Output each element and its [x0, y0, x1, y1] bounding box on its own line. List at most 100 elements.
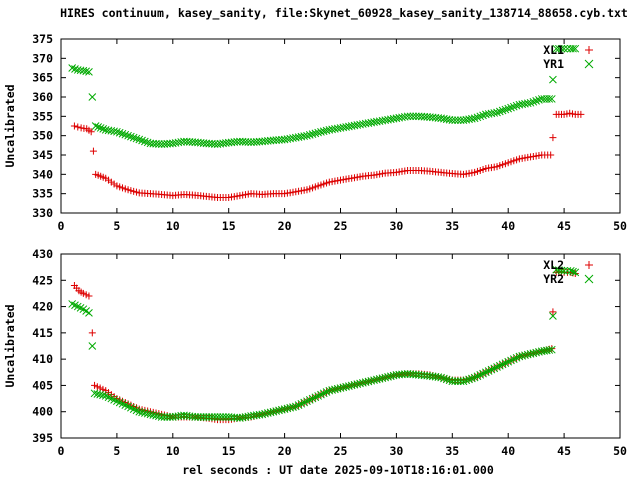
data-point [468, 114, 476, 123]
data-point [303, 131, 311, 140]
data-point [210, 413, 219, 421]
data-point [308, 130, 317, 138]
data-point [177, 411, 186, 420]
data-point [462, 376, 471, 385]
data-point [210, 140, 219, 148]
data-point [529, 97, 538, 106]
legend-label: XL1 [543, 43, 564, 57]
data-point [85, 309, 93, 317]
data-point [547, 345, 556, 354]
data-point [88, 329, 96, 337]
data-point [440, 374, 448, 383]
data-point [470, 114, 479, 123]
data-point [219, 413, 227, 421]
x-tick-label: 0 [58, 444, 65, 458]
data-point [132, 134, 141, 143]
data-point [88, 93, 97, 101]
data-point [199, 413, 208, 421]
legend-marker [584, 274, 594, 284]
x-tick-label: 10 [166, 219, 180, 233]
data-point [194, 413, 202, 421]
data-point [479, 111, 487, 120]
data-point [473, 113, 482, 122]
data-point [448, 377, 457, 386]
data-point [545, 346, 554, 354]
data-point [213, 413, 222, 421]
data-point [115, 128, 124, 137]
data-point [545, 95, 554, 103]
x-tick-label: 15 [222, 444, 236, 458]
data-point [233, 137, 241, 146]
data-point [495, 107, 504, 116]
x-tick-label: 50 [613, 444, 627, 458]
x-tick-label: 45 [557, 444, 571, 458]
data-point [501, 105, 510, 114]
y-tick-label: 375 [32, 32, 53, 46]
data-point [512, 101, 521, 110]
data-point [454, 116, 462, 125]
data-point [490, 109, 499, 117]
y-tick-label: 350 [32, 129, 53, 143]
data-point [563, 44, 572, 53]
x-tick-label: 20 [278, 219, 292, 233]
y-tick-label: 360 [32, 90, 53, 104]
data-point [468, 374, 476, 383]
data-point [216, 413, 225, 421]
y-tick-label: 330 [32, 206, 53, 220]
x-tick-label: 5 [113, 219, 120, 233]
data-point [140, 137, 149, 146]
data-point [85, 292, 93, 300]
data-point [577, 110, 585, 118]
x-tick-label: 20 [278, 444, 292, 458]
data-point [87, 128, 95, 136]
data-point [523, 99, 532, 108]
data-point [504, 104, 513, 113]
data-point [208, 413, 216, 421]
bottom-panel: 0 5 10 15 20 25 30 35 40 45 50 395 400 405 410 415 420 42… [3, 247, 627, 458]
data-point [99, 125, 108, 133]
data-point [96, 124, 105, 132]
y-tick-label: 405 [32, 378, 53, 392]
x-tick-label: 0 [58, 219, 65, 233]
x-tick-label: 40 [501, 219, 515, 233]
data-point [548, 345, 556, 353]
data-point [451, 116, 459, 125]
data-point [68, 64, 77, 72]
x-tick-label: 10 [166, 444, 180, 458]
data-point [121, 130, 130, 139]
y-tick-label: 420 [32, 300, 53, 314]
data-point [547, 151, 555, 159]
data-point [557, 266, 566, 275]
x-tick-label: 25 [334, 444, 348, 458]
data-point [129, 133, 138, 142]
y-tick-label: 370 [32, 51, 53, 65]
data-point [566, 266, 575, 275]
y-tick-label: 345 [32, 148, 53, 162]
data-point [476, 112, 485, 121]
data-point [110, 127, 118, 136]
series-yr2 [68, 265, 580, 422]
data-point [406, 112, 415, 121]
data-point [549, 312, 557, 320]
data-point [305, 131, 314, 139]
data-point [400, 370, 409, 378]
data-point [557, 44, 566, 53]
data-point [205, 413, 213, 421]
data-point [459, 377, 468, 386]
data-point [442, 375, 451, 384]
legend-label: YR2 [543, 272, 564, 286]
y-axis-label: Uncalibrated [3, 84, 17, 167]
y-tick-label: 430 [32, 247, 53, 261]
data-point [99, 391, 107, 400]
data-point [138, 136, 146, 145]
top-panel: 0 5 10 15 20 25 30 35 40 45 50 330 335 340 345 350 355 36… [3, 32, 627, 233]
data-point [412, 112, 420, 121]
data-point [311, 129, 320, 138]
legend-label: YR1 [543, 57, 564, 71]
x-tick-label: 5 [113, 444, 120, 458]
data-point [85, 68, 93, 76]
data-point [124, 131, 132, 140]
data-point [493, 108, 501, 117]
